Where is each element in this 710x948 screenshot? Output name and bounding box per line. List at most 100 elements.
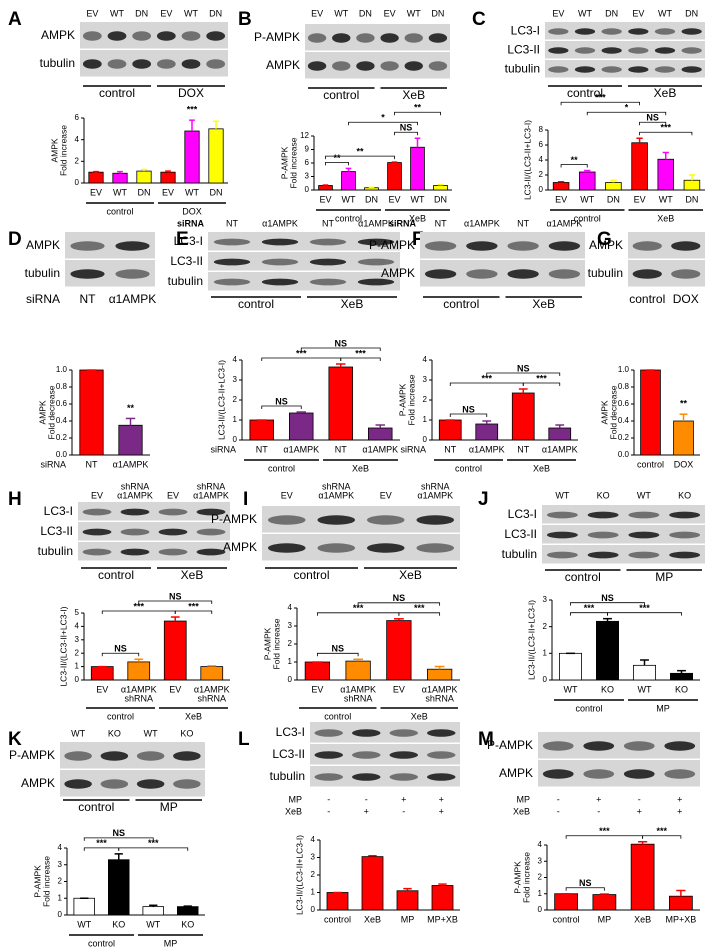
y-axis-label: P-AMPK [279,146,289,179]
band [546,551,578,559]
x-tick-label: α1AMPK [362,444,398,454]
significance-bracket [586,111,667,116]
significance-label: *** [187,105,198,115]
group-label: control [565,570,601,584]
category-prefix: siRNA [210,444,236,454]
band [628,28,649,35]
significance-bracket [101,652,140,657]
y-tick-label: 1.0 [618,365,630,374]
column-label: NT [322,218,334,228]
band [357,258,395,266]
blot-strip [78,522,230,541]
significance-label: *** [481,373,492,383]
column-label: WT [110,8,124,18]
bar [163,620,187,681]
y-tick-label: 0 [538,905,543,914]
band [601,28,622,35]
band [181,31,201,41]
y-tick-label: 0 [288,675,293,684]
band [82,508,112,516]
sign: - [327,806,330,816]
band [82,59,102,69]
y-tick-label: 4 [58,843,63,852]
y-axis-label: P-AMPK [512,861,522,894]
x-tick-label: WT [185,187,199,197]
x-tick-label: MP [401,914,415,924]
sign: + [439,806,444,816]
y-axis-label: P-AMPK [262,627,272,660]
blot-strip [80,50,228,77]
bar [90,666,114,681]
significance-bracket [316,652,359,657]
band [196,508,226,516]
band [366,515,405,525]
row-label: P-AMPK [211,512,257,526]
significance-bracket [174,610,213,615]
column-sublabel: α1AMPK [417,490,453,500]
band [307,33,327,43]
y-tick-label: 4 [233,355,238,364]
bar [345,660,371,681]
column-label: α1AMPK [547,218,583,228]
band [332,33,351,43]
band [357,278,395,286]
bar [630,843,655,911]
band [136,751,165,761]
band [206,31,226,41]
column-label: EV [86,8,98,18]
y-tick-label: 0.4 [618,416,630,425]
column-label: DN [685,8,698,18]
sign: + [439,794,444,804]
significance-bracket [118,847,189,851]
column-label: WT [184,8,198,18]
band [206,59,226,69]
significance-label: *** [656,826,667,836]
x-tick-label: DN [138,187,151,197]
x-tick-label: DN [685,194,698,204]
significance-label: *** [639,603,650,613]
row-label: P-AMPK [9,748,55,762]
significance-bracket [348,121,418,126]
band [309,258,347,266]
bar [79,369,104,456]
sign: + [677,794,682,804]
group-label: XeB [409,213,426,223]
band [352,773,381,781]
band [428,33,448,43]
band [587,551,619,559]
band [309,278,347,286]
blot-strip [305,24,450,51]
band [158,528,188,536]
significance-bracket [560,164,588,168]
column-label: WT [637,490,651,500]
y-tick-label: 3 [75,635,80,644]
bar [176,906,199,916]
band [173,751,201,761]
bar [200,666,224,681]
x-tick-label: WT [564,684,578,694]
x-tick-label: control [324,914,351,924]
band [267,543,306,553]
y-tick-label: 0.8 [618,382,630,391]
bar [438,419,462,441]
significance-label: *** [148,838,159,848]
bar [559,652,583,681]
band [389,729,418,737]
band [70,269,105,279]
group-label: control [99,86,135,100]
significance-label: *** [188,601,199,611]
band [136,779,165,789]
y-tick-label: 3 [305,172,310,181]
sign: + [637,806,642,816]
significance-label: NS [517,363,530,373]
significance-label: ** [356,146,364,156]
row-label: LC3-I [508,507,537,521]
group-label: control [443,297,479,311]
x-tick-label: EV [555,194,567,204]
column-label: DN [135,8,148,18]
significance-label: NS [331,644,344,654]
bar [112,172,128,184]
band [681,28,702,35]
blot-strip [208,252,400,271]
column-label: α1AMPK [358,218,394,228]
